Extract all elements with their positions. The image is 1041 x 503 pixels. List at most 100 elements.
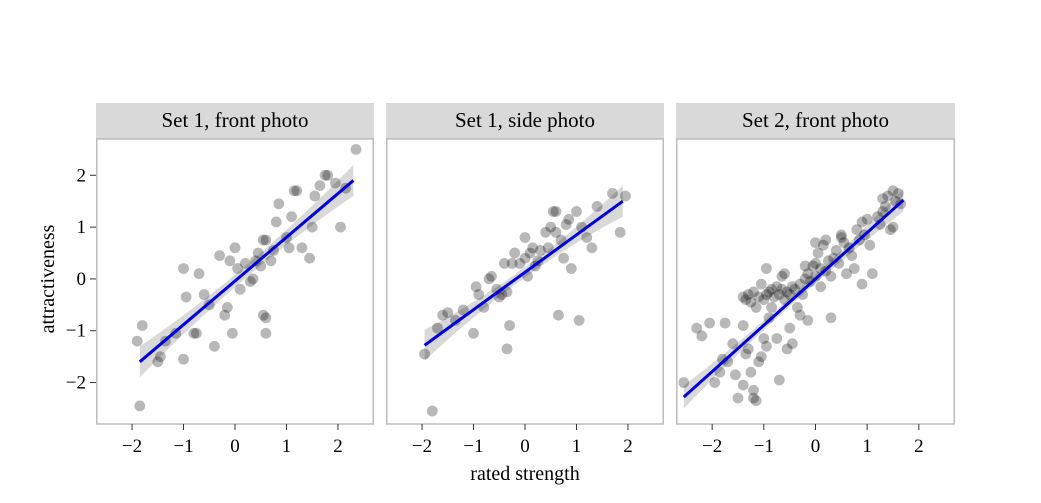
data-point <box>247 273 259 285</box>
data-point <box>745 366 757 378</box>
y-tick-label: 0 <box>77 269 87 290</box>
data-point <box>771 333 783 344</box>
data-point <box>885 224 896 236</box>
facet-title: Set 1, side photo <box>455 108 595 132</box>
data-point <box>229 242 241 254</box>
data-point <box>545 221 557 233</box>
data-point <box>748 384 759 396</box>
data-point <box>856 278 868 290</box>
data-point <box>432 322 443 334</box>
data-point <box>763 286 775 298</box>
x-tick-label: 0 <box>230 436 240 457</box>
data-point <box>620 190 631 202</box>
data-point <box>799 273 811 285</box>
data-point <box>841 268 852 280</box>
data-point <box>335 221 346 233</box>
data-point <box>542 242 554 254</box>
data-point <box>838 237 850 249</box>
data-point <box>745 296 757 308</box>
data-point <box>155 351 166 362</box>
data-point <box>252 247 264 259</box>
data-point <box>260 234 272 246</box>
data-point <box>565 263 577 274</box>
data-point <box>802 315 814 326</box>
data-point <box>887 221 899 233</box>
data-point <box>152 356 164 368</box>
fit-line <box>138 179 355 363</box>
data-point <box>773 289 785 300</box>
data-point <box>763 312 775 324</box>
data-point <box>851 224 863 236</box>
data-point <box>807 260 819 272</box>
data-point <box>810 270 821 282</box>
data-point <box>519 252 531 264</box>
facet-strip <box>676 103 955 139</box>
data-point <box>815 281 827 293</box>
data-point <box>773 374 785 386</box>
scatter-points <box>131 144 362 412</box>
data-point <box>257 309 269 321</box>
data-point <box>560 219 572 230</box>
data-point <box>779 268 790 280</box>
facet-title: Set 1, front photo <box>162 108 309 132</box>
data-point <box>260 312 272 324</box>
data-point <box>209 340 220 352</box>
data-point <box>758 333 770 344</box>
data-point <box>586 242 598 254</box>
y-tick-label: −1 <box>66 321 86 342</box>
data-point <box>817 239 829 251</box>
data-point <box>761 289 772 300</box>
data-point <box>748 286 759 298</box>
data-point <box>273 198 285 210</box>
data-point <box>678 377 690 388</box>
data-point <box>214 250 226 261</box>
data-point <box>761 340 772 352</box>
data-point <box>761 263 772 274</box>
data-point <box>486 270 497 282</box>
facet-strip <box>386 103 664 139</box>
data-point <box>753 356 765 368</box>
data-point <box>812 247 824 259</box>
data-point <box>789 283 801 295</box>
panel-3: Set 2, front photo −2 −1 0 1 2 <box>676 103 955 457</box>
data-point <box>134 400 146 412</box>
data-point <box>768 291 780 303</box>
data-point <box>696 330 708 342</box>
data-point <box>563 213 575 225</box>
data-point <box>748 392 759 404</box>
x-tick-label: 0 <box>811 436 821 457</box>
data-point <box>524 247 536 259</box>
data-point <box>732 392 744 404</box>
x-tick-label: −2 <box>702 436 722 457</box>
data-point <box>737 320 749 331</box>
data-point <box>737 291 749 303</box>
y-tick-label: 2 <box>77 165 87 186</box>
data-point <box>717 353 728 365</box>
data-point <box>848 263 860 274</box>
data-point <box>784 322 796 334</box>
data-point <box>877 193 889 205</box>
data-point <box>191 327 202 339</box>
data-point <box>820 234 832 246</box>
data-point <box>509 247 521 259</box>
data-point <box>835 229 847 241</box>
data-point <box>306 221 318 233</box>
data-point <box>442 307 454 318</box>
data-point <box>239 258 251 269</box>
panel-2: Set 1, side photo −2 −1 0 1 2 <box>386 103 664 457</box>
x-tick-label: 0 <box>520 436 530 457</box>
data-point <box>314 180 326 192</box>
data-point <box>483 273 495 285</box>
data-point <box>691 322 703 334</box>
data-point <box>846 250 858 261</box>
facet-strip <box>96 103 374 139</box>
data-point <box>221 302 233 313</box>
x-tick-label: 1 <box>282 436 292 457</box>
data-point <box>178 353 189 365</box>
data-point <box>519 232 531 243</box>
x-tick-label: −2 <box>122 436 142 457</box>
data-point <box>501 286 513 298</box>
x-tick-label: −1 <box>173 436 193 457</box>
data-point <box>758 294 770 305</box>
